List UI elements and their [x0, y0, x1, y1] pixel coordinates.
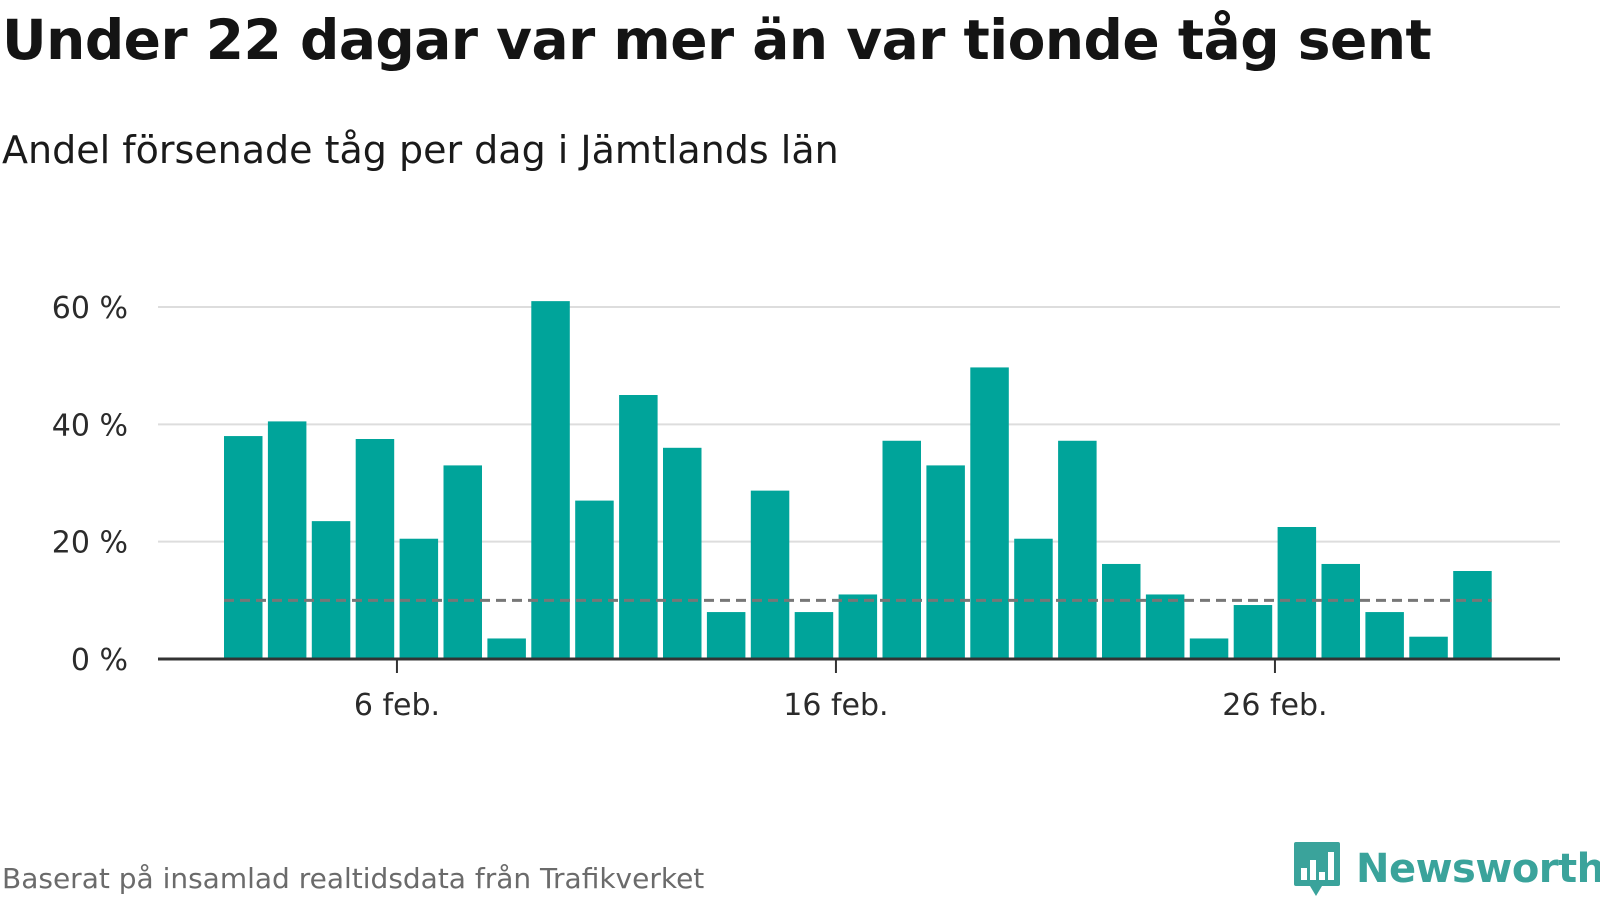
bar [663, 447, 702, 659]
chart-title: Under 22 dagar var mer än var tionde tåg… [2, 8, 1432, 72]
bar [1233, 605, 1273, 659]
bar [575, 500, 614, 659]
y-tick-label: 60 % [52, 291, 128, 326]
bar [1321, 563, 1360, 659]
bar [1058, 440, 1097, 659]
bar [970, 367, 1009, 659]
axes: 0 % 20 % 40 % 60 % 6 feb. 16 feb. 26 feb. [52, 291, 1560, 723]
bar [838, 594, 878, 659]
bar [531, 301, 570, 659]
source-note: Baserat på insamlad realtidsdata från Tr… [2, 862, 705, 895]
y-tick-label: 20 % [52, 526, 128, 561]
bar [487, 638, 526, 659]
bar [1453, 571, 1492, 659]
bar [750, 490, 790, 659]
bar [1365, 612, 1404, 659]
bar [794, 612, 834, 659]
bar [619, 395, 658, 659]
bar [1145, 594, 1185, 659]
bar [882, 440, 921, 659]
bar [1277, 527, 1317, 659]
y-tick-label: 0 % [71, 643, 128, 678]
chart-subtitle: Andel försenade tåg per dag i Jämtlands … [2, 128, 839, 172]
y-tick-label: 40 % [52, 408, 128, 443]
bar [267, 421, 307, 659]
x-tick-label: 26 feb. [1222, 688, 1327, 723]
bar [706, 612, 746, 659]
brand-logo: Newsworthy [1292, 840, 1600, 898]
bar [224, 436, 263, 659]
bar [311, 521, 351, 659]
x-tick-label: 6 feb. [354, 688, 440, 723]
x-tick-label: 16 feb. [783, 688, 888, 723]
bar [1189, 638, 1229, 659]
bars [224, 301, 1492, 659]
bar [926, 465, 965, 659]
bar [1409, 636, 1448, 659]
bar-chart-speech-bubble-icon [1294, 842, 1340, 896]
brand-name: Newsworthy [1356, 846, 1600, 892]
bar [1102, 563, 1141, 659]
bar [355, 439, 395, 659]
bar [443, 465, 482, 659]
